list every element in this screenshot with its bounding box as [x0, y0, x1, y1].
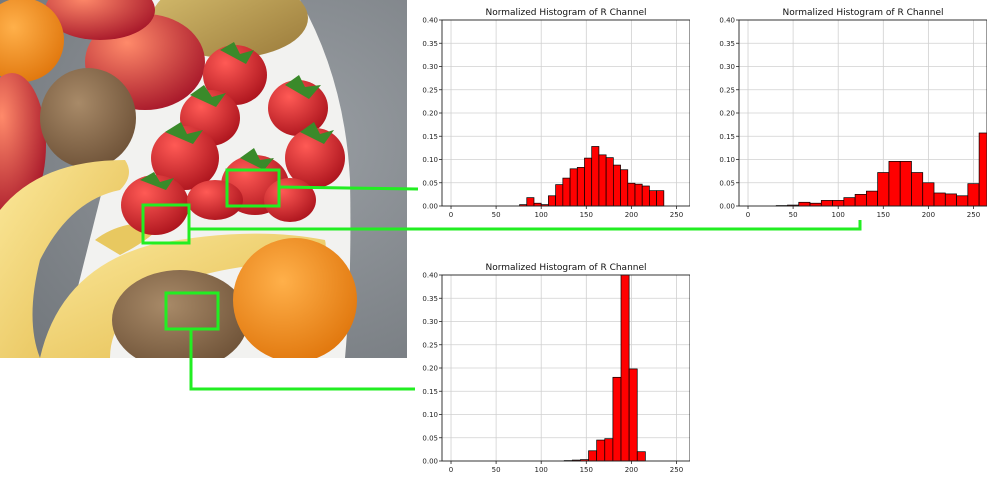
y-tick-label: 0.20 — [422, 110, 438, 118]
y-tick-label: 0.10 — [422, 156, 438, 164]
orange-top-left — [0, 0, 64, 82]
strawberries — [121, 42, 345, 235]
x-tick-label: 100 — [832, 211, 845, 219]
highlight-box-strawberry — [225, 168, 281, 208]
y-tick-label: 0.00 — [422, 203, 438, 211]
y-tick-label: 0.25 — [422, 341, 438, 349]
x-tick-label: 150 — [580, 466, 593, 474]
connector-line-1 — [278, 185, 419, 191]
x-tick-label: 200 — [625, 211, 638, 219]
y-tick-label: 0.30 — [422, 63, 438, 71]
y-tick-label: 0.00 — [422, 458, 438, 466]
histogram-panel-1: Normalized Histogram of R Channel 0.00 0.0… — [422, 8, 690, 219]
plot-frame — [738, 19, 987, 207]
chart-title: Normalized Histogram of R Channel — [485, 8, 646, 18]
y-tick-label: 0.35 — [422, 295, 438, 303]
y-tick-label: 0.40 — [719, 17, 735, 25]
y-tick-label: 0.40 — [422, 17, 438, 25]
chart-title: Normalized Histogram of R Channel — [782, 8, 943, 18]
y-tick-label: 0.00 — [719, 203, 735, 211]
y-tick-label: 0.05 — [422, 434, 438, 442]
apple-top-left — [45, 0, 155, 40]
y-tick-label: 0.30 — [422, 318, 438, 326]
x-tick-label: 0 — [449, 466, 453, 474]
connector-line-2 — [189, 220, 862, 231]
histogram-panel-2: Normalized Histogram of R Channel 0.00 0.0… — [719, 8, 987, 219]
connector-line-3 — [189, 329, 415, 391]
x-tick-label: 100 — [535, 211, 548, 219]
y-tick-label: 0.25 — [422, 86, 438, 94]
x-tick-label: 150 — [877, 211, 890, 219]
plot-frame — [441, 274, 690, 462]
histogram-panel-3: Normalized Histogram of R Channel 0.00 0.0… — [422, 263, 690, 474]
plot-frame — [441, 19, 690, 207]
highlight-box-strawberry-lower — [141, 203, 191, 245]
y-tick-label: 0.35 — [422, 40, 438, 48]
x-tick-label: 200 — [625, 466, 638, 474]
y-tick-label: 0.35 — [719, 40, 735, 48]
y-tick-label: 0.30 — [719, 63, 735, 71]
x-tick-label: 0 — [746, 211, 750, 219]
y-tick-label: 0.10 — [422, 411, 438, 419]
y-tick-label: 0.20 — [719, 110, 735, 118]
y-tick-label: 0.20 — [422, 365, 438, 373]
x-tick-label: 250 — [967, 211, 980, 219]
fruit-bowl-photo — [0, 0, 407, 358]
x-tick-label: 250 — [670, 466, 683, 474]
y-tick-label: 0.40 — [422, 272, 438, 280]
y-tick-label: 0.10 — [719, 156, 735, 164]
kiwi-top — [40, 68, 136, 168]
x-tick-label: 50 — [492, 466, 501, 474]
y-tick-label: 0.05 — [422, 179, 438, 187]
y-tick-label: 0.25 — [719, 86, 735, 94]
y-tick-label: 0.05 — [719, 179, 735, 187]
y-tick-label: 0.15 — [719, 133, 735, 141]
banana-left — [0, 160, 129, 358]
x-tick-label: 0 — [449, 211, 453, 219]
highlight-box-kiwi — [164, 291, 220, 331]
orange-bottom — [233, 238, 357, 358]
x-tick-label: 250 — [670, 211, 683, 219]
x-tick-label: 200 — [922, 211, 935, 219]
x-tick-label: 50 — [492, 211, 501, 219]
y-tick-label: 0.15 — [422, 133, 438, 141]
x-tick-label: 50 — [789, 211, 798, 219]
x-tick-label: 100 — [535, 466, 548, 474]
y-tick-label: 0.15 — [422, 388, 438, 396]
chart-title: Normalized Histogram of R Channel — [485, 263, 646, 273]
x-tick-label: 150 — [580, 211, 593, 219]
